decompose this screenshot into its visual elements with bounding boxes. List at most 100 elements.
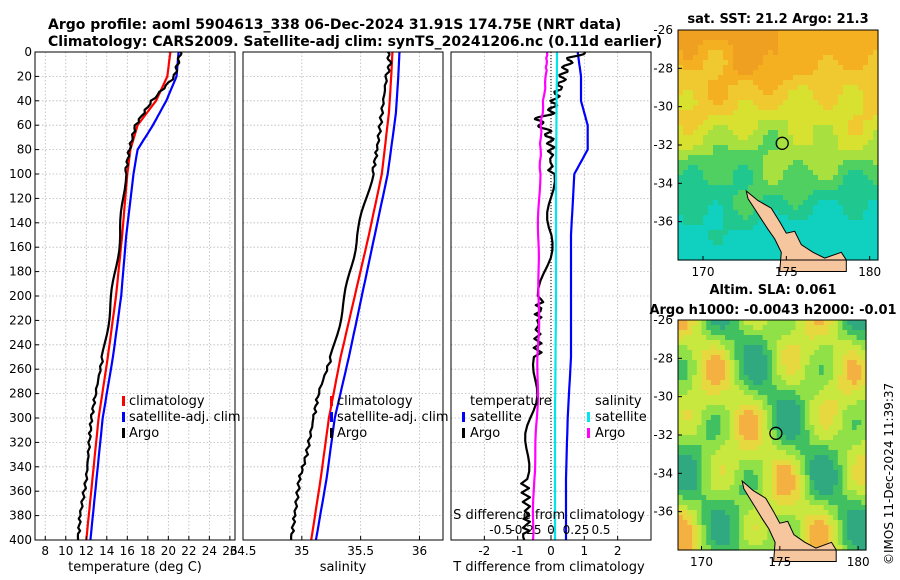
map-cell [790,475,797,481]
map-cell [763,30,769,36]
map-cell [788,120,794,126]
map-cell [873,205,879,211]
y-tick-label: 20 [17,69,32,83]
map-cell [720,525,726,531]
map-cell [788,150,794,156]
map-cell [734,350,740,356]
map-cell [734,500,740,506]
map-cell [763,65,769,71]
map-cell [701,515,707,521]
map-cell [733,210,739,216]
map-cell [819,460,825,466]
map-cell [692,435,698,441]
map-cell [863,120,869,126]
map-cell [838,100,844,106]
map-cell [838,215,844,221]
map-cell [853,150,859,156]
map-cell [856,350,862,356]
map-cell [710,390,717,396]
map-cell [833,340,839,346]
map-cell [762,335,768,341]
map-cell [767,455,773,461]
argo-location-marker [769,426,783,440]
map-cell [682,380,688,386]
map-cell [758,100,764,106]
map-cell [698,215,704,221]
map-cell [738,50,744,56]
map-cell [861,400,867,406]
map-cell [778,195,784,201]
map-cell [800,420,806,426]
map-cell [833,370,839,376]
map-cell [753,165,759,171]
map-cell [703,50,709,56]
map-cell [710,510,717,516]
map-cell [715,530,721,536]
map-cell [863,155,869,161]
map-cell [748,120,754,126]
map-cell [733,130,739,136]
map-cell [723,115,729,121]
map-cell [718,155,724,161]
map-cell [873,45,879,51]
map-cell [739,525,745,531]
map-cell [710,355,717,361]
map-cell [748,140,754,146]
map-cell [793,210,799,216]
map-cell [790,505,797,511]
map-cell [808,130,814,136]
map-cell [858,180,864,186]
map-cell [833,365,839,371]
map-cell [843,150,849,156]
map-cell [861,490,867,496]
map-cell [688,80,694,86]
map-cell [715,360,721,366]
map-cell [698,185,704,191]
map-cell [793,155,799,161]
map-cell [688,95,694,101]
map-cell [837,420,844,426]
map-cell [838,55,844,61]
map-cell [678,230,684,236]
map-cell [723,235,729,241]
map-cell [693,130,699,136]
map-cell [798,150,804,156]
map-cell [848,35,854,41]
map-cell [757,390,764,396]
map-cell [853,65,859,71]
map-cell [843,30,849,36]
map-cell [808,245,814,251]
map-cell [828,485,834,491]
map-cell [693,135,699,141]
map-cell [843,225,849,231]
map-cell [738,70,744,76]
map-cell [739,435,745,441]
map-cell [753,30,759,36]
map-cell [823,180,829,186]
map-cell [853,115,859,121]
map-cell [853,105,859,111]
map-cell [678,440,684,446]
map-cell [728,75,734,81]
map-cell [843,210,849,216]
map-cell [814,420,820,426]
map-cell [823,245,829,251]
map-cell [692,530,698,536]
map-cell [729,525,735,531]
map-cell [778,210,784,216]
map-cell [778,70,784,76]
map-cell [739,390,745,396]
map-cell [795,500,801,506]
map-cell [703,185,709,191]
map-cell [808,110,814,116]
map-cell [853,75,859,81]
map-cell [738,150,744,156]
map-cell [786,505,792,511]
map-cell [708,245,714,251]
map-cell [776,365,782,371]
map-cell [728,225,734,231]
map-cell [848,215,854,221]
map-cell [682,350,688,356]
map-cell [818,75,824,81]
map-cell [708,110,714,116]
